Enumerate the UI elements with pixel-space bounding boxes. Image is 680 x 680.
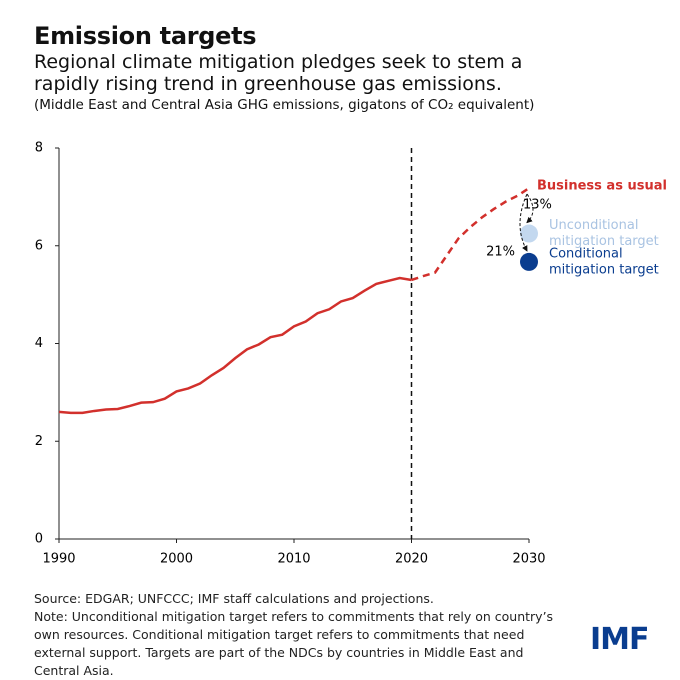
x-tick-label: 2000 (160, 552, 193, 567)
x-tick-label: 2030 (512, 552, 545, 567)
series-label: Business as usual (537, 179, 667, 194)
x-tick-label: 2020 (395, 552, 428, 567)
target-marker (520, 252, 538, 271)
target-label: mitigation target (549, 262, 659, 277)
units-note: (Middle East and Central Asia GHG emissi… (34, 97, 535, 113)
y-tick-label: 6 (35, 238, 43, 253)
chart-title: Emission targets (34, 22, 257, 50)
y-tick-label: 0 (35, 532, 43, 547)
series-line (58, 276, 412, 415)
reduction-arrow (519, 193, 528, 252)
chart-subtitle: Regional climate mitigation pledges seek… (34, 51, 523, 95)
source: Source: EDGAR; UNFCCC; IMF staff calcula… (34, 591, 434, 606)
logo: IMF (590, 622, 650, 657)
x-tick-label: 1990 (42, 552, 75, 567)
y-tick-label: 8 (35, 141, 43, 156)
note: Note: Unconditional mitigation target re… (34, 609, 554, 678)
reduction-arrow (526, 193, 534, 224)
reduction-label: 21% (486, 244, 515, 259)
reduction-label: 13% (523, 197, 552, 212)
target-label: Conditional (549, 246, 623, 261)
target-marker (520, 224, 538, 243)
y-tick-label: 4 (35, 336, 43, 351)
target-label: mitigation target (549, 234, 659, 249)
series-line (411, 187, 530, 282)
y-tick-label: 2 (35, 434, 43, 449)
target-label: Unconditional (549, 218, 638, 233)
x-tick-label: 2010 (277, 552, 310, 567)
